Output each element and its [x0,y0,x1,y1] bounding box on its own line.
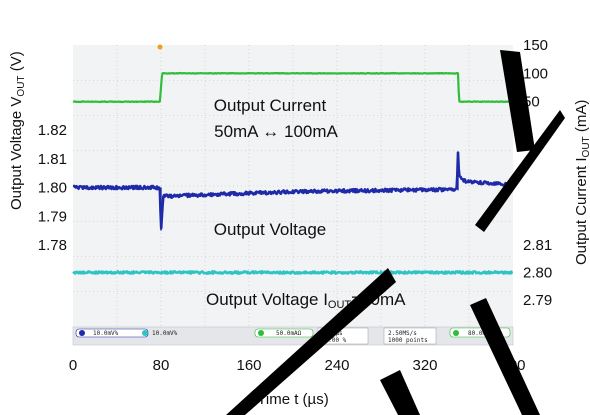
sample-rate: 2.50MS/s [388,330,417,337]
trigger-time-marker [157,44,163,50]
right-voltage-tick-label: 2.81 [523,237,552,254]
scope-status-bar: 10.0mV% 10.0mV% 50.0mAΩ 40.0µs 20.00 % 2… [72,326,514,346]
y-axis-left-title: Output Voltage VOUT (V) [8,51,27,210]
series-line-1 [72,71,513,104]
traces [72,71,514,275]
right-voltage-tick-label: 2.79 [523,292,552,309]
ch1-scale: 10.0mV% [93,330,119,337]
x-tick-label: 160 [236,357,261,374]
trigger-level: 80.0mA [468,330,490,337]
y-axis-right-title: Output Current IOUT (mA) [573,100,590,265]
ch3-marker-icon [258,330,264,336]
current-annotation-line2: 50mA ↔ 100mA [214,122,338,141]
left-voltage-tick-label: 1.81 [38,151,67,168]
x-tick-label: 0 [69,357,77,374]
ch1-marker-icon [79,330,85,336]
right-voltage-tick-label: 2.80 [523,265,552,282]
watermark [226,50,565,415]
record-length: 1000 points [388,337,428,344]
sample-box [383,327,437,345]
left-voltage-tick-label: 1.78 [38,237,67,254]
voltage-annotation: Output Voltage [214,220,326,239]
ch2-scale: 10.0mV% [152,330,178,337]
left-voltage-tick-label: 1.80 [38,180,67,197]
right-current-tick-label: 100 [523,65,548,82]
x-tick-label: 240 [324,357,349,374]
tick-labels: 0801602403204000501001501.781.791.801.81… [38,37,552,374]
x-tick-label: 80 [153,357,170,374]
x-axis-title: Time t (µs) [257,391,328,408]
ch3-status [254,328,314,338]
current-annotation-line1: Output Current [214,96,327,115]
ch3-scale: 50.0mAΩ [276,330,302,337]
series-line-3 [72,270,514,275]
right-current-tick-label: 150 [523,37,548,54]
x-tick-label: 320 [412,357,437,374]
series-line-2 [72,151,514,230]
trigger-marker-icon [453,330,459,336]
left-voltage-tick-label: 1.79 [38,208,67,225]
grid [73,45,513,327]
left-voltage-tick-label: 1.82 [38,122,67,139]
trigger-position: 20.00 % [321,337,347,344]
ch2-marker-icon [142,330,148,336]
